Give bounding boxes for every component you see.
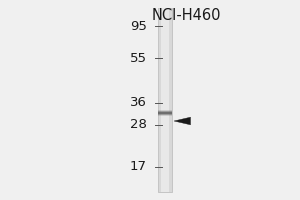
Bar (158, 111, 172, 115)
Bar (158, 8, 172, 192)
Bar (158, 112, 172, 114)
Polygon shape (174, 117, 190, 125)
Text: 28: 28 (130, 118, 147, 132)
Text: NCI-H460: NCI-H460 (151, 8, 221, 23)
Text: 95: 95 (130, 20, 147, 32)
Text: 36: 36 (130, 97, 147, 110)
Text: 17: 17 (130, 160, 147, 173)
Bar (158, 110, 172, 116)
Text: 55: 55 (130, 51, 147, 64)
Bar (161, 8, 169, 192)
